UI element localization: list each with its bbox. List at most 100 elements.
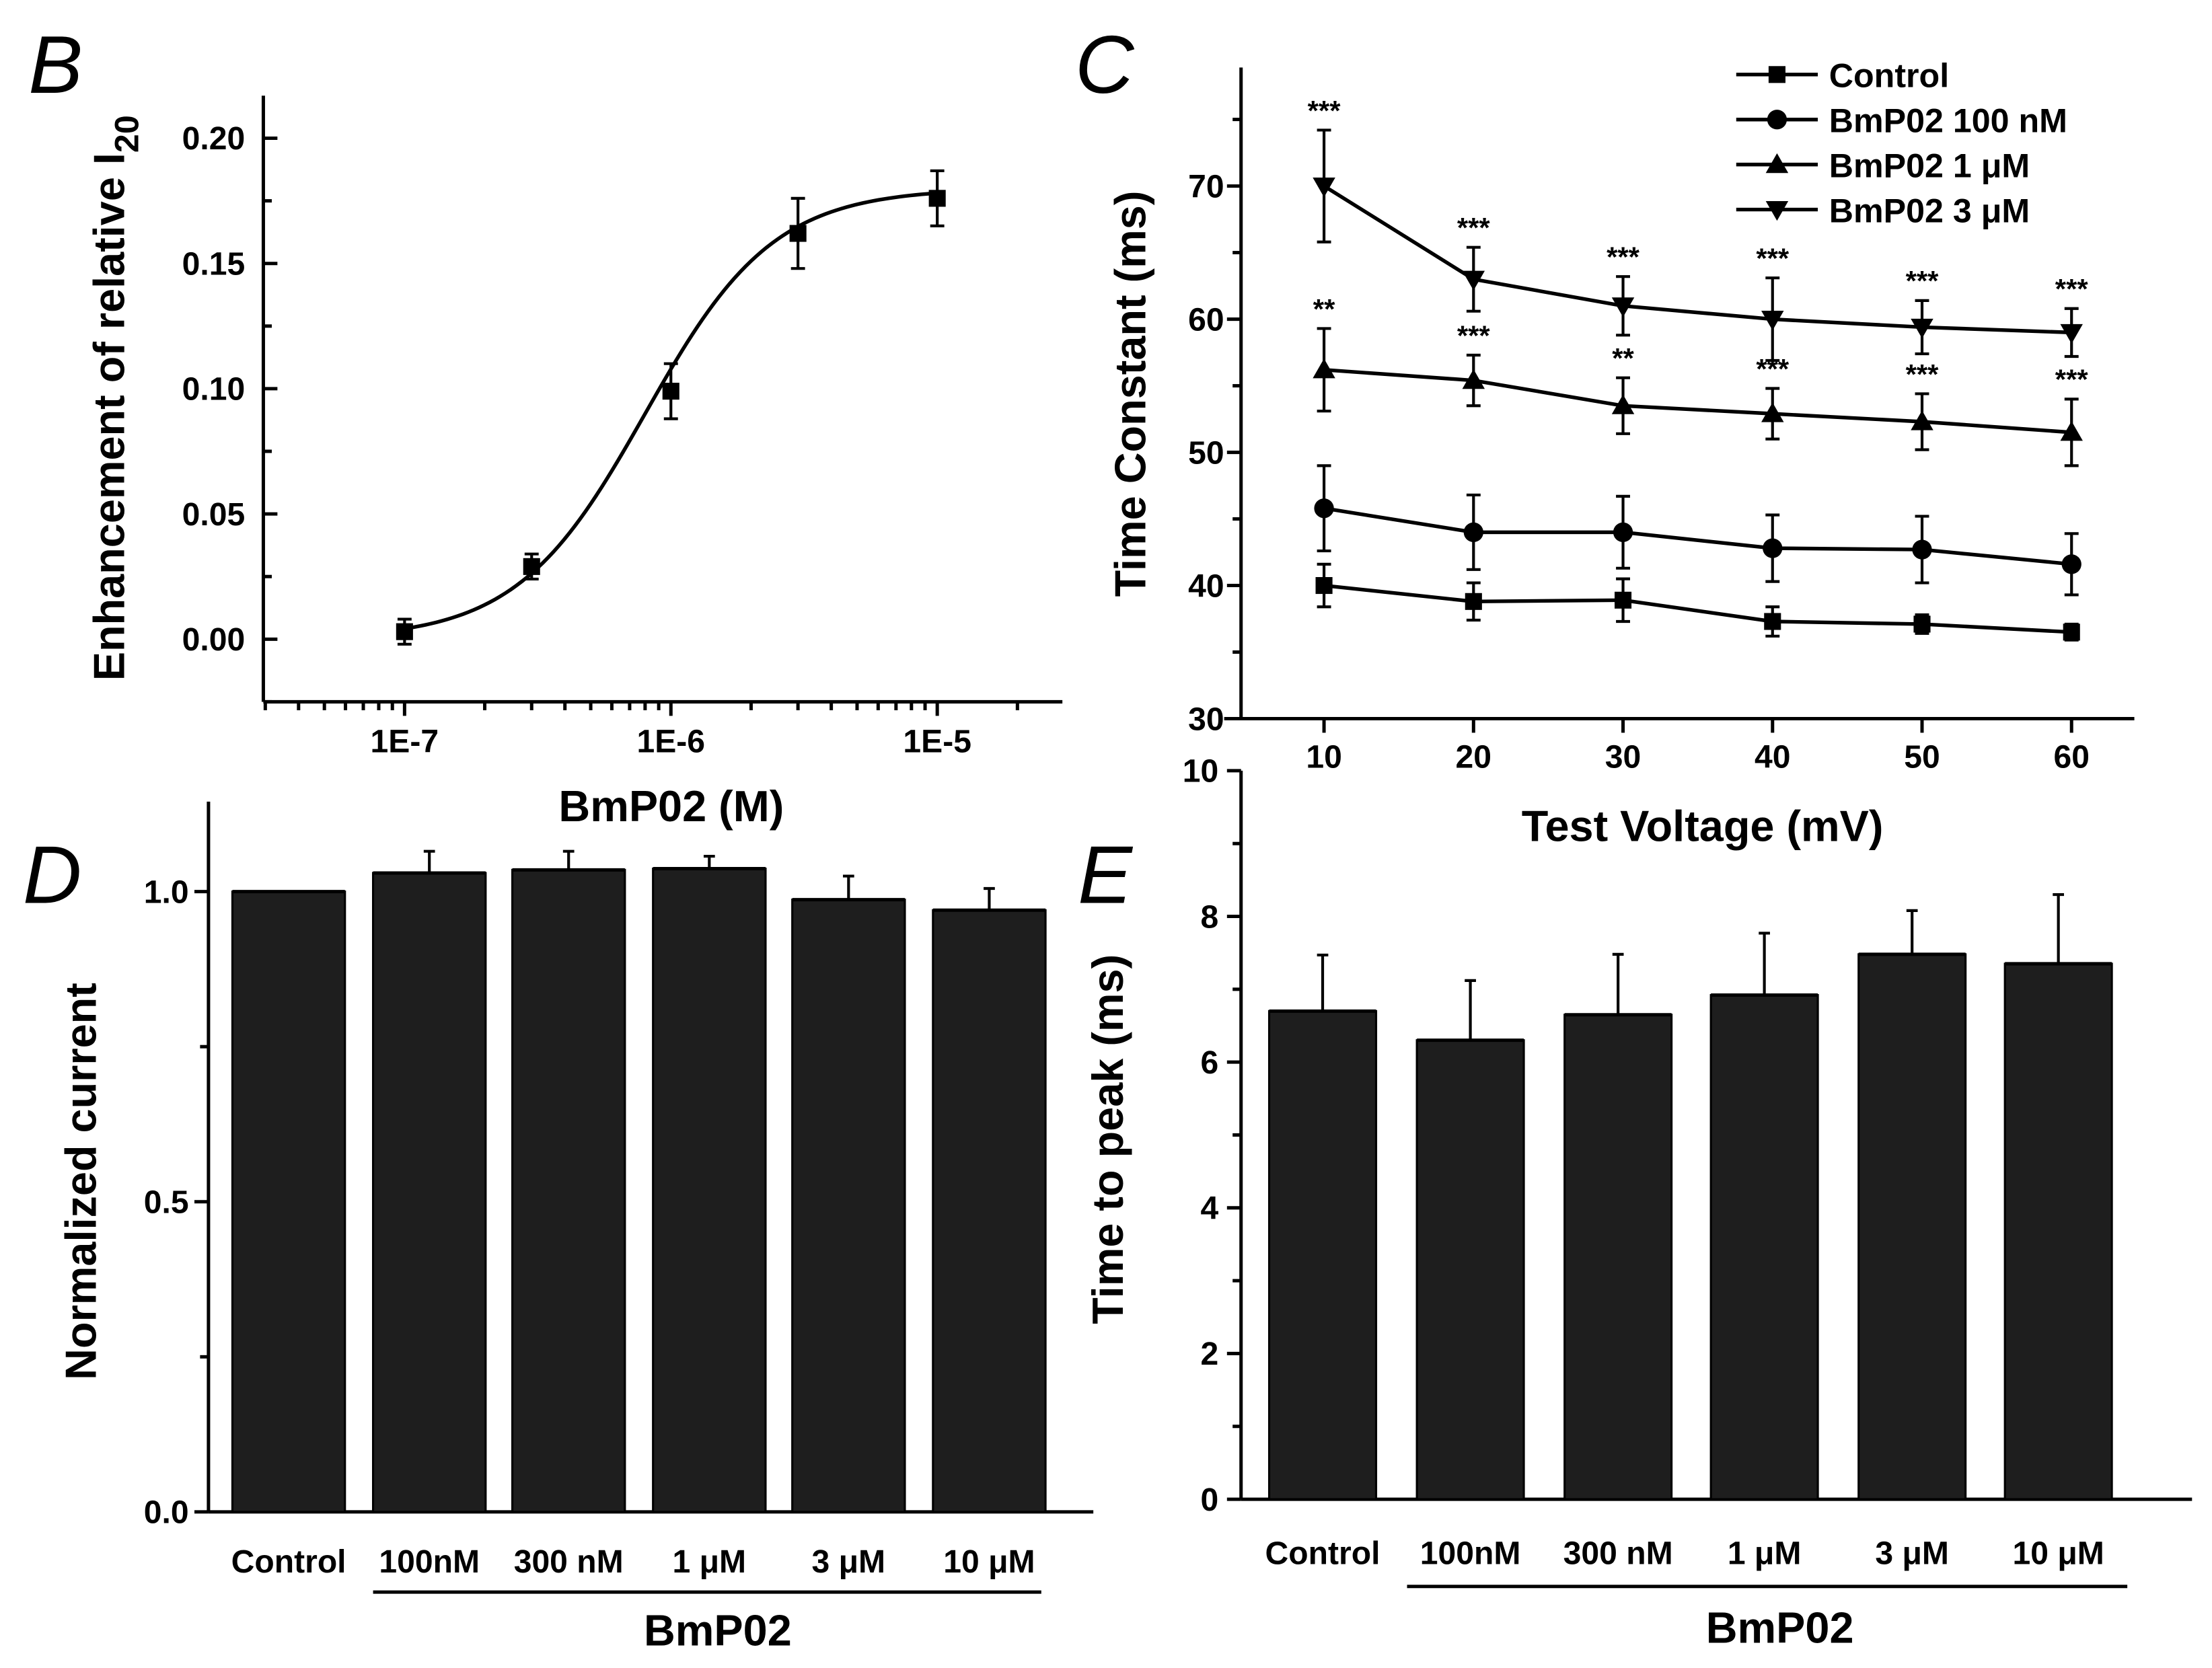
legend-label: Control [1829,57,1949,95]
x-axis-title: Test Voltage (mV) [1522,801,1884,850]
group-label: BmP02 [1706,1603,1854,1652]
bar [2003,962,2113,1501]
y-axis-title: Time to peak (ms) [1083,954,1132,1324]
significance-label: *** [2055,273,2089,305]
panel-label-d: D [23,829,82,920]
series-line [1323,583,2072,634]
marker-square [789,225,807,242]
bar [1563,1014,1673,1501]
series-1 [1314,464,2081,597]
y-tick-label: 1.0 [144,874,189,910]
category-label: 1 μM [673,1544,747,1580]
marker-triangle-up [1462,369,1485,389]
bar [1857,953,1967,1501]
x-tick-label: 10 [1306,739,1341,775]
significance-label: *** [2055,364,2089,395]
panel-label-c: C [1075,19,1135,110]
marker-triangle-up [1911,410,1933,430]
marker-triangle-down [1462,270,1485,291]
significance-label: *** [1906,358,1940,390]
x-tick-label: 1E-7 [371,724,439,760]
marker-square [396,623,413,640]
x-axis-title: BmP02 (M) [558,782,784,831]
marker-square [523,558,540,575]
marker-triangle-up [1611,394,1635,414]
y-tick-label: 6 [1201,1045,1219,1081]
significance-label: *** [1906,265,1940,297]
marker-circle [1463,522,1483,542]
significance-label: *** [1607,241,1640,273]
category-label: 100nM [379,1544,480,1580]
panel-e-chart: 0 2 4 6 8 10 Control 100nM 300 nM 1 μM 3 μM 10 μM Bm… [1083,753,2192,1652]
x-tick-label: 1E-6 [636,724,705,760]
y-tick-label: 4 [1201,1190,1219,1227]
marker-triangle-up [1313,358,1335,379]
significance-label: ** [1313,293,1335,325]
marker-square [662,383,679,400]
significance-label: *** [1457,319,1491,351]
bar [791,899,906,1513]
category-label: 1 μM [1728,1535,1802,1571]
series-3: *** *** *** *** *** *** [1308,95,2089,363]
marker-triangle-up [1761,402,1784,422]
legend-label: BmP02 3 μM [1829,192,2030,229]
marker-circle [1767,110,1787,130]
marker-triangle-down [1911,318,1933,339]
category-label: 3 μM [812,1544,886,1580]
marker-square [2063,623,2080,641]
marker-triangle-up [2060,421,2083,441]
bar [1709,993,1819,1501]
marker-square [1768,66,1785,83]
y-tick-label: 2 [1201,1336,1219,1372]
bar [511,868,626,1513]
y-tick-label: 0 [1201,1482,1219,1518]
y-tick-label: 40 [1188,568,1224,604]
x-tick-label: 20 [1456,739,1491,775]
y-tick-label: 0.5 [144,1184,189,1220]
y-tick-label: 30 [1188,701,1224,737]
bar [652,867,767,1513]
marker-triangle-down [2060,324,2083,344]
x-tick-label: 50 [1904,739,1940,775]
marker-triangle-down [1765,201,1789,221]
x-tick-label: 60 [2053,739,2089,775]
marker-square [928,190,946,207]
y-tick-label: 60 [1188,301,1224,338]
bar [1267,1010,1378,1501]
y-axis-title: Time Constant (ms) [1106,191,1155,597]
category-label: 3 μM [1875,1535,1949,1571]
marker-triangle-down [1313,178,1335,198]
x-tick-label: 1E-5 [903,724,971,760]
category-label: 300 nM [1563,1535,1673,1571]
category-label: 100nM [1420,1535,1521,1571]
y-tick-label: 0.20 [182,120,246,157]
y-tick-label: 0.05 [182,496,246,533]
y-tick-label: 50 [1188,434,1224,471]
y-tick-label: 0.00 [182,621,246,658]
marker-circle [2061,554,2081,574]
y-axis-title-sub: 20 [108,115,145,153]
category-label: Control [231,1544,346,1580]
series-line [1323,184,2072,335]
x-tick-label: 30 [1605,739,1641,775]
y-axis-title-main: Enhancement of relative I [84,153,133,681]
bar [231,890,346,1513]
category-label: 300 nM [514,1544,624,1580]
y-tick-label: 0.0 [144,1494,189,1531]
marker-square [1465,593,1482,610]
series-line [1323,368,2072,434]
series-line [1323,506,2072,566]
significance-label: ** [1612,342,1634,374]
group-label: BmP02 [644,1606,792,1655]
y-tick-label: 70 [1188,168,1224,204]
y-tick-label: 10 [1183,753,1218,790]
panel-label-e: E [1078,829,1134,920]
marker-triangle-up [1765,153,1789,174]
marker-circle [1314,498,1334,519]
bar [371,872,487,1513]
bar [932,909,1047,1513]
y-axis-title: Normalized current [57,983,106,1380]
panel-b-chart: 0.00 0.05 0.10 0.15 0.20 1E-7 1E-6 1E-5 BmP02 (M… [84,96,1063,831]
y-tick-label: 8 [1201,899,1219,935]
legend-label: BmP02 1 μM [1829,147,2030,184]
